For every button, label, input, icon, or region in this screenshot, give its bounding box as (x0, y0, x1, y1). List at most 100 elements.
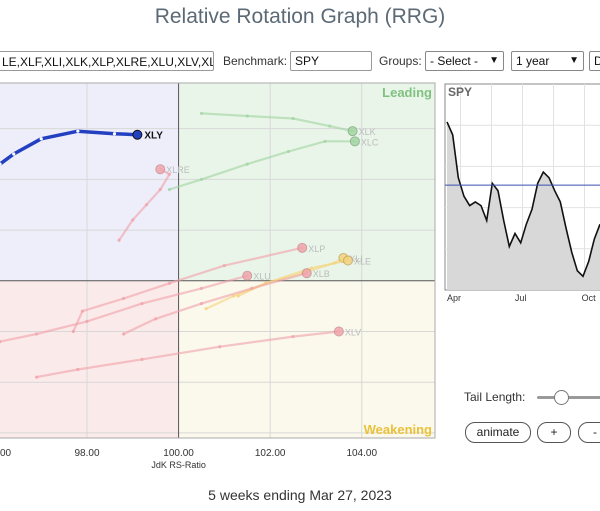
tail-point-xly-2 (39, 137, 43, 141)
weakening-label: Weakening (364, 422, 432, 437)
head-xlp (297, 242, 308, 253)
tail-point-xlk-2 (291, 116, 295, 121)
tail-point-xlp-0 (71, 329, 75, 334)
tail-xlv (35, 330, 340, 379)
tail-xlp (72, 246, 304, 333)
tail-point-xlre-2 (144, 203, 149, 207)
x-tick-label-1: 100.00 (163, 448, 194, 459)
x-tick-label-2: 102.00 (255, 448, 286, 459)
weakening-quadrant (178, 280, 435, 438)
x-tick-label-3: 104.00 (346, 448, 377, 459)
tail-point-xlc-3 (286, 149, 291, 154)
tail-xlu (0, 274, 249, 343)
chevron-down-icon: ▼ (569, 55, 579, 66)
tail-point-xlc-4 (323, 139, 327, 143)
period-select[interactable]: 1 year ▼ (511, 51, 584, 71)
tail-point-xlk-1 (245, 114, 249, 118)
head-xly (132, 129, 143, 140)
tail-point-xlb-2 (199, 302, 204, 306)
head-xle (343, 255, 353, 266)
tail-length-slider[interactable] (537, 390, 600, 405)
plot-border (0, 82, 436, 439)
leading-label: Leading (382, 85, 432, 100)
tail-point-xly-1 (12, 152, 16, 156)
lagging-quadrant (0, 280, 179, 438)
tail-point-xlre-3 (158, 187, 162, 192)
tail-point-xlp-4 (222, 263, 226, 268)
x-axis-label: JdK RS-Ratio (151, 460, 206, 470)
tail-xly (0, 129, 140, 166)
tail-point-xlc-0 (167, 187, 172, 192)
benchmark-input[interactable]: SPY (290, 51, 372, 71)
head-xlu (242, 270, 253, 281)
tail-xlre (118, 168, 171, 242)
zoom-out-button[interactable]: - (578, 422, 600, 443)
x-tick-label-edge: 00 (0, 448, 12, 459)
tail-point-xle-3 (309, 266, 313, 270)
head-xlk (347, 126, 358, 137)
label-xle: XLE (354, 257, 371, 267)
tail-point-xlv-1 (76, 367, 80, 372)
tail-point-xlre-4 (167, 172, 172, 176)
spy-area (447, 121, 600, 291)
zoom-in-button[interactable]: + (537, 422, 571, 443)
spy-x-tick-0: Apr (447, 293, 461, 303)
tail-point-xlv-3 (218, 345, 222, 349)
animate-button[interactable]: animate (465, 422, 531, 443)
tail-point-xlu-4 (199, 286, 204, 290)
page-title: Relative Rotation Graph (RRG) (154, 5, 446, 28)
tail-point-xlu-2 (85, 319, 89, 323)
head-xlv (333, 326, 344, 337)
tail-xlc (168, 140, 356, 191)
interval-select-value: D (594, 54, 600, 68)
symbols-input[interactable]: LE,XLF,XLI,XLK,XLP,XLRE,XLU,XLV,XLI (0, 51, 214, 71)
label-xlk: XLK (359, 127, 376, 137)
tail-point-xlb-1 (154, 317, 158, 321)
toolbar: LE,XLF,XLI,XLK,XLP,XLRE,XLU,XLV,XLI Benc… (0, 51, 600, 73)
groups-label: Groups: (379, 54, 422, 68)
x-tick-label-0: 98.00 (74, 448, 99, 459)
benchmark-label: Benchmark: (223, 54, 288, 68)
label-xli: XLI (349, 254, 363, 264)
tail-length-label: Tail Length: (464, 390, 526, 404)
tail-point-xlv-2 (140, 357, 144, 361)
groups-select[interactable]: - Select - ▼ (425, 51, 504, 71)
tail-point-xlp-3 (167, 281, 172, 285)
spy-x-tick-2: Oct (582, 293, 597, 303)
groups-select-value: - Select - (430, 54, 479, 68)
period-select-value: 1 year (516, 54, 550, 68)
tail-point-xlb-3 (250, 286, 254, 290)
tail-point-xlk-0 (199, 111, 204, 116)
spy-line (446, 121, 600, 278)
interval-select[interactable]: D (589, 51, 600, 71)
label-xlc: XLC (361, 137, 379, 147)
head-xlre (155, 164, 166, 175)
tail-point-xlk-3 (328, 124, 332, 128)
head-xlc (349, 136, 360, 147)
tail-point-xlc-1 (199, 177, 204, 181)
spy-x-tick-1: Jul (515, 293, 527, 303)
tail-point-xlv-0 (35, 375, 39, 379)
tail-point-xlu-1 (35, 332, 39, 336)
tail-point-xlc-2 (245, 162, 249, 166)
slider-knob[interactable] (554, 390, 570, 405)
tail-point-xlu-0 (0, 340, 2, 344)
tail-point-xlv-4 (291, 334, 295, 339)
tail-point-xle-0 (204, 307, 208, 311)
improving-quadrant (0, 83, 179, 281)
chevron-down-icon: ▼ (489, 55, 499, 66)
weeks-caption: 5 weeks ending Mar 27, 2023 (208, 487, 392, 503)
label-xlv: XLV (345, 328, 361, 338)
label-xlre: XLRE (166, 165, 190, 175)
tail-point-xly-3 (76, 129, 80, 133)
tail-point-xlre-1 (131, 218, 135, 222)
tail-point-xlp-1 (80, 309, 85, 313)
head-xlb (301, 268, 312, 279)
tail-point-xlu-3 (140, 302, 144, 306)
label-xlp: XLP (308, 244, 325, 254)
label-xly: XLY (144, 131, 163, 142)
leading-quadrant (178, 83, 435, 281)
tail-point-xly-4 (112, 132, 117, 136)
tail-point-xlre-0 (117, 238, 121, 242)
